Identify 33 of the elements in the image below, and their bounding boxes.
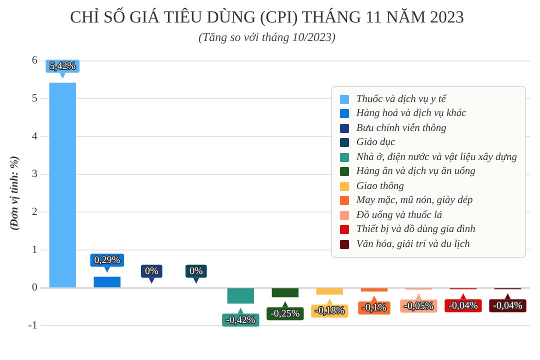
data-label: 0,29% xyxy=(94,254,120,266)
data-label: -0,04% xyxy=(448,300,478,312)
legend-label: Giáo dục xyxy=(356,137,396,148)
legend-label: Hàng ăn và dịch vụ ăn uống xyxy=(356,166,476,178)
y-tick-label: 4 xyxy=(32,130,38,142)
y-tick-label: -1 xyxy=(28,319,38,332)
data-label: 0% xyxy=(189,266,203,277)
y-axis-title: (Đơn vị tính: %) xyxy=(8,156,20,231)
data-label: 5,42% xyxy=(50,60,76,72)
legend-label: Nhà ở, điện nước và vật liệu xây dựng xyxy=(356,152,517,163)
legend-label: Giao thông xyxy=(356,180,404,192)
legend-label: Văn hóa, giải trí và du lịch xyxy=(356,238,470,250)
legend-label: May mặc, mũ nón, giày dép xyxy=(356,195,473,206)
data-label: -0,04% xyxy=(493,300,522,312)
legend-label: Hàng hoá và dịch vụ khác xyxy=(356,108,466,120)
data-label: 0% xyxy=(144,266,158,277)
y-tick-label: 2 xyxy=(32,206,38,218)
legend-label: Đồ uống và thuốc lá xyxy=(356,210,442,221)
data-label: -0,05% xyxy=(404,300,434,312)
legend-label: Bưu chính viễn thông xyxy=(356,122,446,134)
y-tick-label: 6 xyxy=(32,54,38,67)
legend-label: Thuốc và dịch vụ y tế xyxy=(356,94,446,105)
y-tick-label: 5 xyxy=(32,92,38,105)
data-label: -0,1% xyxy=(362,302,386,314)
y-tick-label: 1 xyxy=(32,244,38,256)
chart-subtitle: (Tăng so với tháng 10/2023) xyxy=(198,30,336,44)
chart-title: CHỈ SỐ GIÁ TIÊU DÙNG (CPI) THÁNG 11 NĂM 2023 xyxy=(70,6,464,27)
data-label: -0,25% xyxy=(270,308,300,320)
y-tick-label: 3 xyxy=(32,168,38,180)
data-label: -0,18% xyxy=(315,306,344,317)
y-tick-label: 0 xyxy=(32,282,38,294)
data-label: -0,42% xyxy=(226,314,256,326)
legend-label: Thiết bị và đồ dùng gia đình xyxy=(356,224,476,236)
